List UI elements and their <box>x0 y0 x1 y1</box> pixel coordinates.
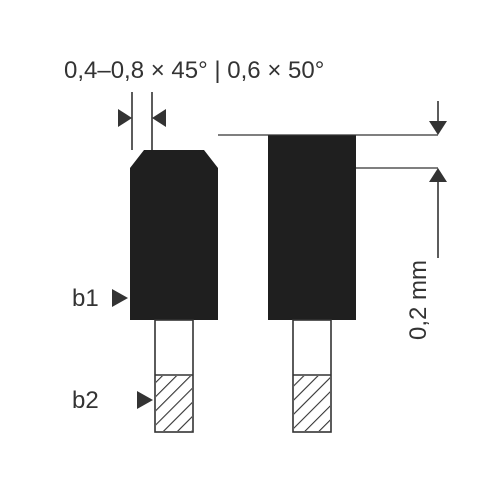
b1-label: b1 <box>72 285 99 312</box>
gap-arrow-bottom <box>429 168 447 182</box>
left-body <box>130 150 218 320</box>
b2-arrow-icon <box>137 391 153 409</box>
chamfer-arrow-left <box>118 109 132 127</box>
b1-arrow-icon <box>112 289 128 307</box>
right-body <box>268 135 356 320</box>
chamfer-arrow-right <box>152 109 166 127</box>
b2-label: b2 <box>72 387 99 414</box>
side-dimension-text: 0,2 mm <box>405 260 432 340</box>
top-dimension-text: 0,4–0,8 × 45° | 0,6 × 50° <box>64 57 324 84</box>
gap-arrow-top <box>429 121 447 135</box>
right-stem-hatch <box>294 376 330 431</box>
left-stem-hatch <box>156 376 192 431</box>
technical-diagram: 0,4–0,8 × 45° | 0,6 × 50° b1 b2 0,2 mm <box>0 0 500 500</box>
